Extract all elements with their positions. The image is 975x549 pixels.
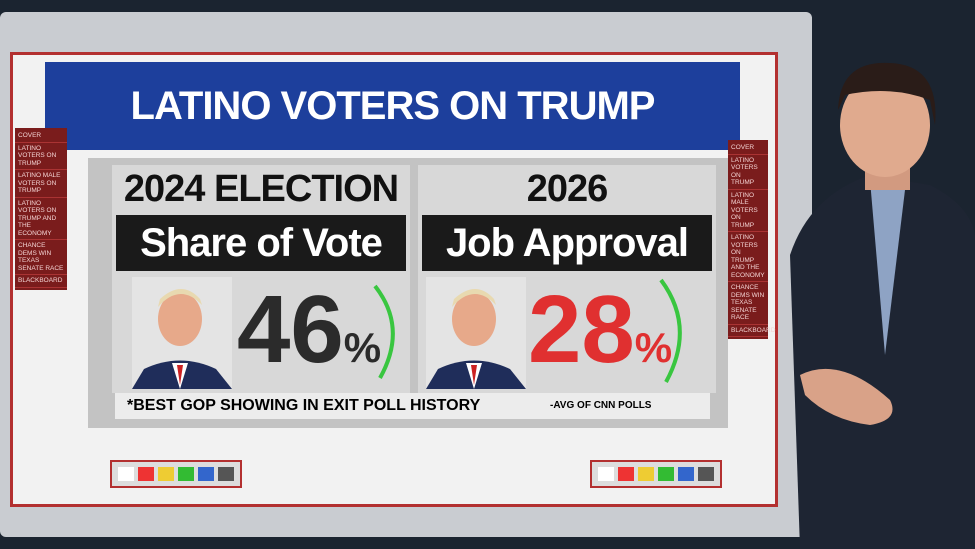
panel: 2026 Job Approval 28% [418, 165, 716, 393]
footnote: -AVG OF CNN POLLS [550, 400, 652, 411]
arc [659, 278, 682, 383]
portrait [132, 277, 232, 389]
value: 46 [237, 276, 344, 383]
sidebar-item[interactable]: CHANCE DEMS WIN TEXAS SENATE RACE [728, 282, 768, 325]
value: 28 [528, 276, 635, 383]
sidebar-item[interactable]: LATINO MALE VOTERS ON TRUMP [728, 190, 768, 232]
arc [373, 284, 395, 379]
footnote: *BEST GOP SHOWING IN EXIT POLL HISTORY [127, 397, 481, 414]
sidebar-item[interactable]: CHANCE DEMS WIN TEXAS SENATE RACE [15, 240, 67, 275]
sidebar-item[interactable]: LATINO VOTERS ON TRUMP AND THE ECONOMY [728, 232, 768, 282]
unit: % [343, 324, 382, 371]
sidebar-item[interactable]: COVER [15, 130, 67, 143]
title: LATINO VOTERS ON TRUMP [45, 62, 740, 150]
unit: % [634, 324, 673, 371]
sidebar: COVER LATINO VOTERS ON TRUMP LATINO MALE V… [15, 128, 67, 290]
portrait [426, 277, 526, 389]
panel-subheading: Share of Vote [116, 215, 406, 271]
footnote-bar: *BEST GOP SHOWING IN EXIT POLL HISTORY -… [115, 393, 710, 419]
sidebar-item[interactable]: BLACKBOARD [15, 275, 67, 288]
sidebar-item[interactable]: COVER [728, 142, 768, 155]
sidebar-item[interactable]: LATINO MALE VOTERS ON TRUMP [15, 170, 67, 198]
panel-heading: 2024 ELECTION [123, 168, 399, 210]
sidebar-item[interactable]: LATINO VOTERS ON TRUMP [15, 143, 67, 170]
toolbar [590, 460, 722, 488]
sidebar-item[interactable]: BLACKBOARD [728, 325, 775, 337]
sidebar-item[interactable]: LATINO VOTERS ON TRUMP [728, 155, 768, 190]
sidebar-item[interactable]: LATINO VOTERS ON TRUMP AND THE ECONOMY [15, 198, 67, 240]
panel-heading: 2026 [526, 168, 609, 210]
panel-subheading: Job Approval [422, 215, 712, 271]
presenter [790, 62, 975, 549]
toolbar [110, 460, 242, 488]
sidebar: COVER LATINO VOTERS ON TRUMP LATINO MALE V… [728, 140, 775, 339]
panel: 2024 ELECTION Share of Vote 46% [112, 165, 410, 393]
